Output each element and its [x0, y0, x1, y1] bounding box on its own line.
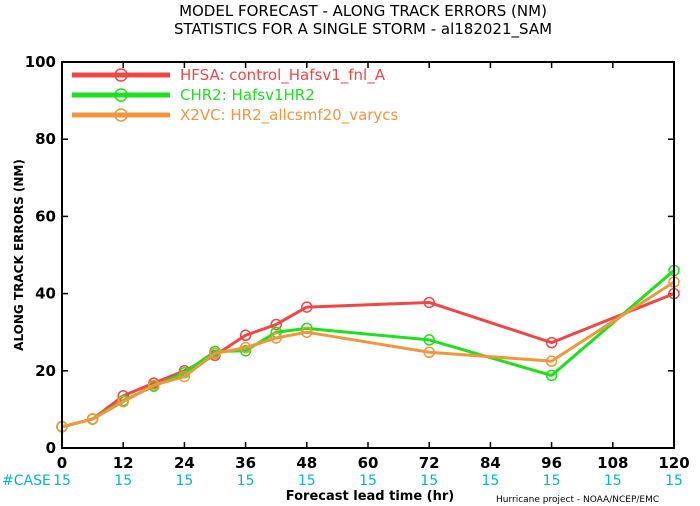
x-tick-label-72: 72 — [419, 454, 440, 472]
point-x2vc-6 — [86, 413, 99, 425]
point-x2vc-24 — [178, 370, 191, 383]
point-hfsa-96 — [545, 336, 558, 349]
x-tick-label-84: 84 — [480, 454, 501, 472]
x-tick-label-96: 96 — [541, 454, 562, 472]
legend-label-x2vc: X2VC: HR2_allcsmf20_varycs — [180, 106, 399, 125]
x-tick-label-24: 24 — [174, 454, 195, 472]
y-tick-label-100: 100 — [25, 53, 56, 71]
point-x2vc-42 — [270, 332, 282, 344]
y-tick-label-60: 60 — [35, 207, 56, 225]
case-count-84: 15 — [481, 473, 499, 489]
legend-label-chr2: CHR2: Hafsv1HR2 — [180, 86, 315, 104]
x-axis-label: Forecast lead time (hr) — [286, 489, 454, 504]
y-tick-label-20: 20 — [35, 362, 56, 380]
series-line-hfsa — [61, 292, 675, 429]
point-x2vc-72 — [423, 346, 435, 359]
point-hfsa-72 — [423, 296, 435, 309]
case-count-108: 15 — [604, 473, 622, 489]
point-chr2-96 — [545, 369, 558, 382]
x-tick-label-108: 108 — [597, 454, 628, 472]
legend-marker-chr2 — [114, 88, 128, 102]
case-count-36: 15 — [237, 473, 255, 489]
case-count-96: 15 — [543, 473, 561, 489]
case-count-48: 15 — [298, 473, 316, 489]
x-tick-label-0: 0 — [57, 454, 67, 472]
point-x2vc-48 — [301, 326, 313, 338]
x-tick-label-12: 12 — [113, 454, 134, 472]
point-x2vc-12 — [117, 395, 129, 408]
plot-frame — [61, 61, 675, 449]
point-chr2-72 — [423, 334, 435, 346]
point-x2vc-36 — [239, 341, 252, 354]
y-tick-label-0: 0 — [46, 439, 56, 457]
case-count-0: 15 — [53, 473, 71, 489]
case-count-24: 15 — [175, 473, 193, 489]
chart-subtitle: STATISTICS FOR A SINGLE STORM - al182021… — [174, 20, 552, 39]
series-line-chr2 — [61, 269, 675, 429]
case-count-120: 15 — [665, 473, 683, 489]
point-x2vc-30 — [209, 347, 221, 360]
legend-marker-hfsa — [114, 68, 128, 82]
point-chr2-36 — [239, 344, 252, 357]
x-tick-label-36: 36 — [235, 454, 256, 472]
y-tick-label-40: 40 — [35, 285, 56, 303]
series-line-x2vc — [61, 280, 675, 429]
legend-marker-x2vc — [114, 108, 128, 122]
point-hfsa-42 — [270, 318, 282, 331]
case-count-72: 15 — [420, 473, 438, 489]
y-axis-label: ALONG TRACK ERRORS (NM) — [12, 159, 26, 351]
y-tick-label-80: 80 — [35, 130, 56, 148]
chart-title: MODEL FORECAST - ALONG TRACK ERRORS (NM) — [179, 2, 547, 20]
x-tick-label-48: 48 — [296, 454, 317, 472]
case-label: #CASE — [2, 473, 51, 489]
x-tick-label-120: 120 — [658, 454, 689, 472]
x-tick-label-60: 60 — [358, 454, 379, 472]
case-count-12: 15 — [114, 473, 132, 489]
point-hfsa-48 — [301, 301, 313, 313]
point-x2vc-18 — [148, 379, 160, 391]
point-hfsa-36 — [239, 329, 252, 342]
point-x2vc-96 — [545, 355, 558, 367]
credit-text: Hurricane project - NOAA/NCEP/EMC — [496, 495, 659, 505]
case-count-60: 15 — [359, 473, 377, 489]
legend-label-hfsa: HFSA: control_Hafsv1_fnl_A — [180, 66, 386, 85]
